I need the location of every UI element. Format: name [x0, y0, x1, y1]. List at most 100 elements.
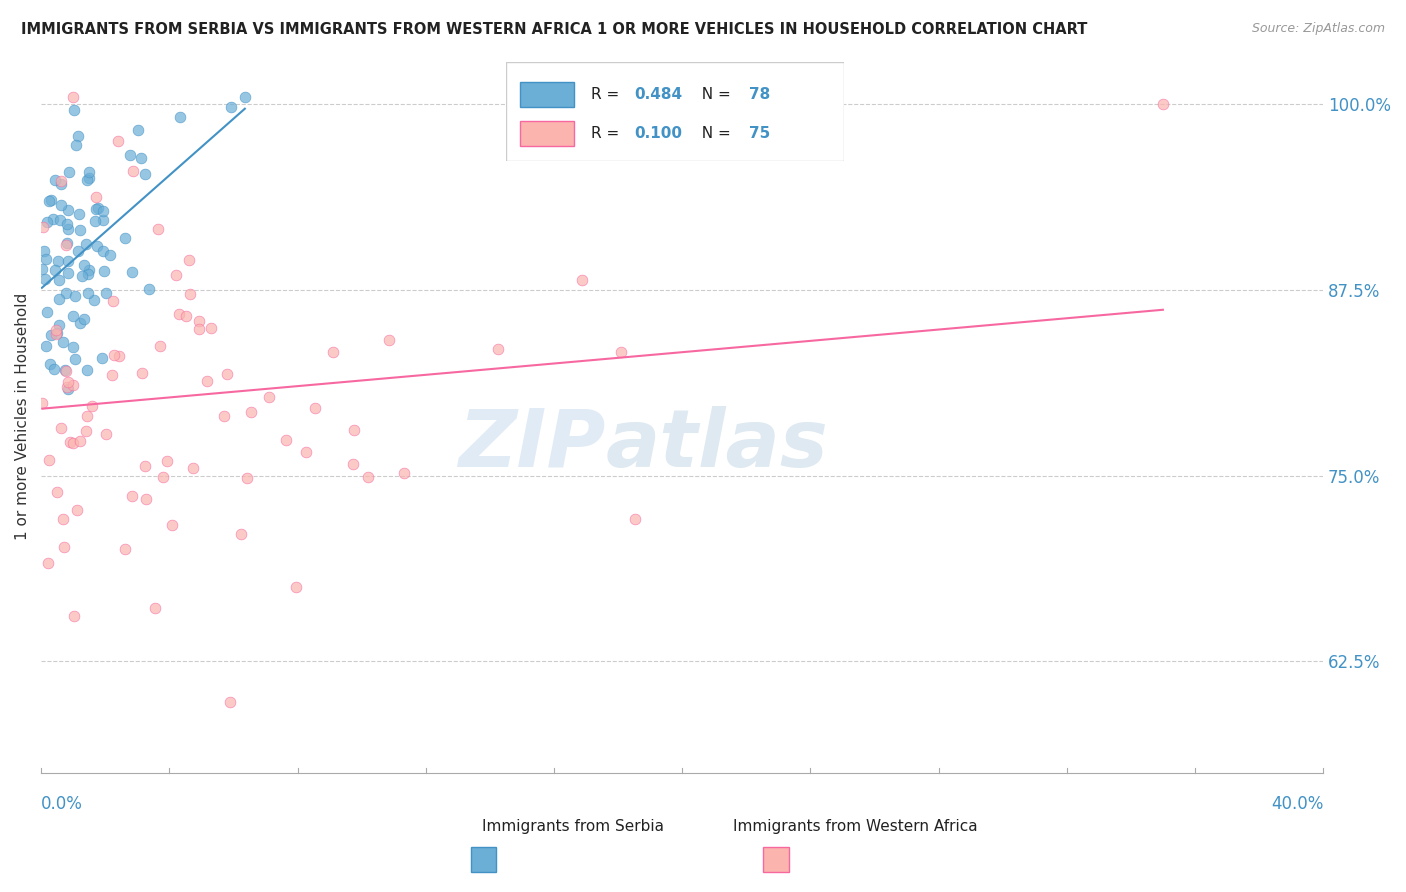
Point: [131, 366, 153, 380]
Point: [127, 123, 149, 137]
Point: [51, 197, 73, 211]
Point: [58, 165, 80, 179]
Point: [77, 165, 100, 179]
Point: [39, 357, 62, 371]
Point: [62, 435, 84, 450]
Point: [35, 339, 58, 353]
Point: [239, 404, 262, 418]
Point: [1152, 97, 1174, 112]
Text: ZIP: ZIP: [458, 406, 605, 483]
Point: [149, 339, 172, 353]
Point: [114, 231, 136, 245]
Text: Immigrants from Serbia: Immigrants from Serbia: [482, 819, 664, 834]
Point: [62, 89, 84, 103]
Text: Source: ZipAtlas.com: Source: ZipAtlas.com: [1251, 22, 1385, 36]
Point: [32, 244, 55, 259]
Point: [83, 293, 105, 308]
Point: [58, 382, 80, 396]
Point: [31, 261, 53, 276]
Point: [46, 253, 69, 268]
Point: [304, 401, 326, 415]
Point: [38, 453, 60, 467]
Point: [44, 263, 66, 277]
Point: [167, 308, 190, 322]
Point: [31, 396, 53, 410]
Point: [56, 203, 79, 218]
Point: [91, 244, 114, 259]
Point: [215, 367, 238, 381]
Point: [77, 267, 100, 281]
Text: N =: N =: [692, 126, 735, 141]
Point: [45, 326, 67, 341]
Point: [46, 326, 69, 341]
Point: [624, 512, 647, 526]
Point: [146, 222, 169, 236]
Point: [66, 503, 89, 517]
Text: R =: R =: [591, 87, 624, 102]
Point: [295, 445, 318, 459]
Point: [169, 110, 191, 124]
Point: [107, 134, 129, 148]
Point: [56, 235, 79, 250]
Point: [39, 328, 62, 343]
Point: [49, 212, 72, 227]
Point: [200, 321, 222, 335]
Point: [79, 171, 101, 186]
Point: [52, 335, 75, 350]
Point: [229, 527, 252, 541]
Point: [84, 202, 107, 217]
Text: R =: R =: [591, 126, 624, 141]
Text: 0.0%: 0.0%: [41, 795, 83, 813]
Point: [357, 469, 380, 483]
Point: [233, 89, 256, 103]
Point: [257, 390, 280, 404]
Point: [100, 248, 122, 262]
Point: [121, 265, 143, 279]
Text: 40.0%: 40.0%: [1271, 795, 1323, 813]
Point: [392, 467, 415, 481]
Point: [72, 312, 94, 326]
Point: [160, 518, 183, 533]
Point: [212, 409, 235, 423]
Point: [62, 309, 84, 323]
Point: [31, 220, 53, 235]
Point: [56, 266, 79, 280]
Point: [38, 194, 60, 209]
Point: [121, 489, 143, 503]
Point: [46, 485, 69, 500]
Point: [342, 457, 364, 471]
Point: [37, 556, 59, 570]
Point: [121, 163, 143, 178]
Point: [610, 345, 633, 359]
Point: [138, 282, 160, 296]
Text: Immigrants from Western Africa: Immigrants from Western Africa: [733, 819, 977, 834]
Point: [86, 239, 108, 253]
Point: [134, 167, 156, 181]
Point: [93, 264, 115, 278]
Point: [276, 433, 298, 447]
Point: [94, 427, 117, 442]
Point: [77, 262, 100, 277]
Point: [53, 363, 76, 377]
Point: [219, 99, 242, 113]
Point: [100, 368, 122, 382]
Point: [56, 380, 79, 394]
Point: [66, 244, 89, 258]
Point: [44, 173, 66, 187]
Point: [51, 420, 73, 434]
Point: [101, 293, 124, 308]
Point: [62, 340, 84, 354]
Point: [91, 351, 114, 365]
Point: [63, 609, 86, 624]
Point: [58, 222, 80, 236]
Point: [53, 540, 76, 554]
Point: [42, 212, 65, 227]
Point: [179, 252, 201, 267]
Point: [571, 273, 593, 287]
Point: [155, 454, 177, 468]
Point: [91, 204, 114, 219]
Point: [84, 214, 107, 228]
Point: [55, 286, 77, 301]
Point: [183, 460, 205, 475]
Point: [84, 190, 107, 204]
